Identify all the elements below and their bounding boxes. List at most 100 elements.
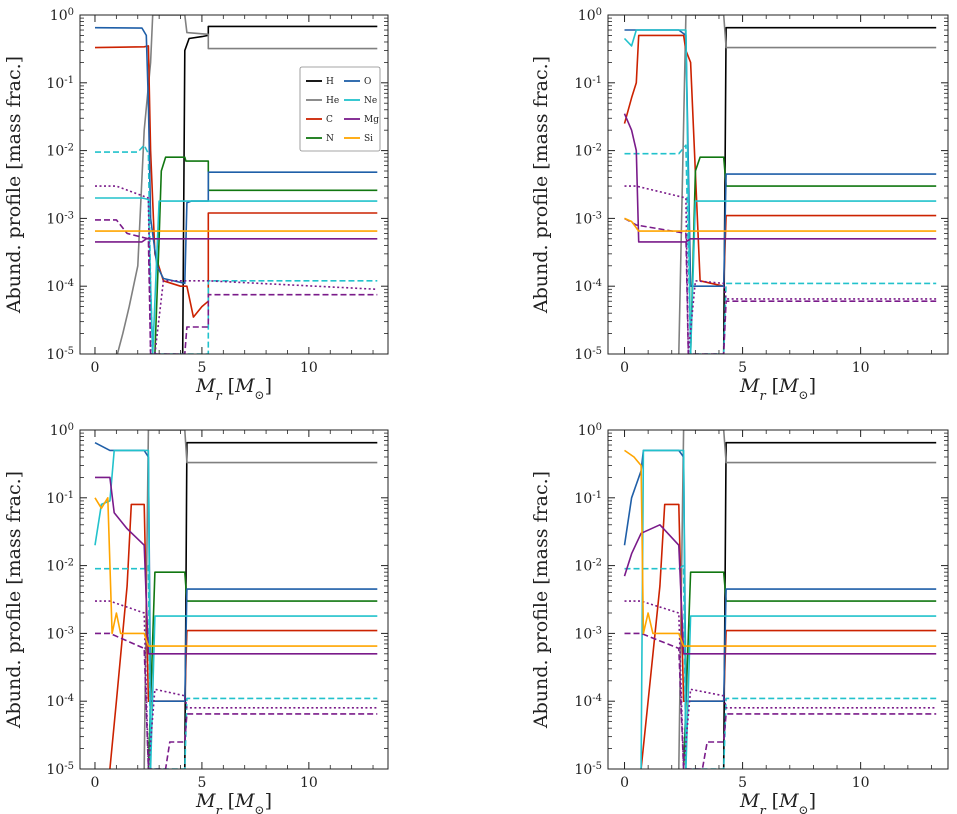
x-tick-label: 0	[620, 360, 629, 376]
y-tick-label: 10-3	[574, 625, 602, 643]
series-N-solid	[689, 156, 937, 354]
y-tick-label: 10-2	[574, 142, 602, 160]
series-Ne-dashed	[624, 564, 937, 769]
y-tick-label: 10-1	[46, 489, 74, 507]
y-tick-label: 10-5	[46, 761, 74, 779]
series-O-solid	[624, 29, 937, 288]
x-tick-label: 5	[738, 360, 747, 376]
series-Ne-solid	[94, 449, 378, 769]
series-He-solid	[116, 15, 378, 354]
plot-frame	[607, 14, 949, 355]
series-group	[623, 15, 937, 354]
y-tick-label: 10-2	[46, 557, 74, 575]
y-tick-label: 10-3	[46, 210, 74, 228]
series-O-solid	[623, 449, 937, 703]
series-O-solid	[94, 26, 378, 285]
y-tick-label: 10-4	[46, 278, 74, 296]
series-Mg-solid	[95, 476, 378, 655]
y-tick-label: 10-1	[574, 74, 602, 92]
y-axis-label: Abund. profile [mass frac.]	[3, 56, 25, 314]
x-tick-label: 10	[852, 360, 870, 376]
y-tick-label: 10-5	[46, 346, 74, 364]
y-tick-label: 10-4	[46, 693, 74, 711]
plot-frame	[79, 14, 389, 355]
series-He-solid	[678, 15, 937, 354]
series-N-solid	[154, 156, 378, 354]
y-axis-label: Abund. profile [mass frac.]	[3, 471, 25, 729]
plot-frame	[79, 429, 389, 770]
x-tick-label: 10	[300, 360, 318, 376]
series-Mg-solid	[623, 113, 937, 243]
series-Si-solid	[624, 449, 937, 647]
x-tick-label: 5	[738, 775, 747, 791]
x-axis-label: Mr [M⊙]	[195, 790, 272, 814]
legend-box	[299, 66, 381, 152]
series-H-solid	[722, 441, 937, 769]
y-tick-label: 10-2	[46, 142, 74, 160]
legend-label-N: N	[326, 134, 334, 144]
x-axis-label: Mr [M⊙]	[739, 790, 816, 814]
series-O-solid	[94, 441, 378, 703]
legend-label-He: He	[326, 96, 339, 106]
series-Si-solid	[624, 217, 937, 232]
y-tick-label: 10-5	[574, 346, 602, 364]
legend-label-H: H	[326, 77, 334, 87]
series-Ne-solid	[95, 197, 378, 354]
legend-label-Ne: Ne	[364, 96, 377, 106]
x-tick-label: 10	[300, 775, 318, 791]
plot-frame	[607, 429, 949, 770]
series-Mg-dashed	[624, 632, 937, 769]
x-tick-label: 10	[852, 775, 870, 791]
legend-label-Si: Si	[364, 134, 373, 144]
series-Ne-dashed	[624, 144, 937, 354]
y-tick-label: 100	[578, 7, 602, 25]
series-group	[94, 430, 378, 769]
y-tick-label: 10-2	[574, 557, 602, 575]
y-tick-label: 10-3	[574, 210, 602, 228]
y-axis-label: Abund. profile [mass frac.]	[530, 56, 552, 314]
y-tick-label: 100	[50, 7, 74, 25]
panel-bottom-left: 10-5 10-4 10-3 10-2 10-1 100 0 5 10 Mr [M⊙] Abund. …	[3, 422, 389, 814]
y-tick-label: 100	[50, 422, 74, 440]
y-tick-label: 10-4	[574, 693, 602, 711]
x-axis-label: Mr [M⊙]	[195, 375, 272, 404]
series-H-solid	[184, 441, 378, 769]
series-Mg-dashed	[95, 632, 378, 769]
series-Mg-dashed	[95, 219, 378, 354]
series-H-solid	[722, 26, 937, 354]
series-Mg-solid	[623, 523, 937, 655]
y-tick-label: 10-5	[574, 761, 602, 779]
y-tick-label: 10-1	[574, 489, 602, 507]
legend-label-O: O	[364, 77, 371, 87]
legend-label-Mg: Mg	[364, 115, 379, 125]
series-N-solid	[682, 571, 937, 769]
legend-label-C: C	[326, 115, 333, 125]
y-tick-label: 10-4	[574, 278, 602, 296]
y-tick-label: 10-1	[46, 74, 74, 92]
series-group	[623, 430, 937, 769]
series-Mg-dotted	[624, 600, 937, 769]
series-C-solid	[623, 34, 937, 288]
y-tick-label: 100	[578, 422, 602, 440]
y-axis-label: Abund. profile [mass frac.]	[530, 471, 552, 729]
panel-top-left: 10-5 10-4 10-3 10-2 10-1 100 0 5 10 Mr [M⊙] Abund. …	[3, 7, 389, 404]
series-Mg-solid	[95, 238, 378, 243]
series-Ne-solid	[623, 29, 937, 354]
series-Mg-dashed	[624, 217, 937, 354]
x-tick-label: 0	[620, 775, 629, 791]
panel-top-right: 10-5 10-4 10-3 10-2 10-1 100 0 5 10 Mr [M⊙] Abund. …	[530, 7, 949, 404]
series-Mg-dotted	[624, 185, 937, 354]
series-H-solid	[181, 25, 378, 354]
x-axis-label: Mr [M⊙]	[739, 375, 816, 404]
series-Si-solid	[94, 496, 378, 647]
x-tick-label: 0	[91, 775, 100, 791]
series-He-solid	[678, 430, 937, 769]
x-tick-label: 0	[91, 360, 100, 376]
y-tick-label: 10-3	[46, 625, 74, 643]
series-Ne-solid	[640, 449, 937, 769]
series-Mg-dotted	[95, 185, 378, 354]
series-Ne-dashed	[95, 564, 378, 769]
panel-bottom-right: 10-5 10-4 10-3 10-2 10-1 100 0 5 10 Mr [M⊙] Abund. …	[530, 422, 949, 814]
x-tick-label: 5	[197, 360, 206, 376]
